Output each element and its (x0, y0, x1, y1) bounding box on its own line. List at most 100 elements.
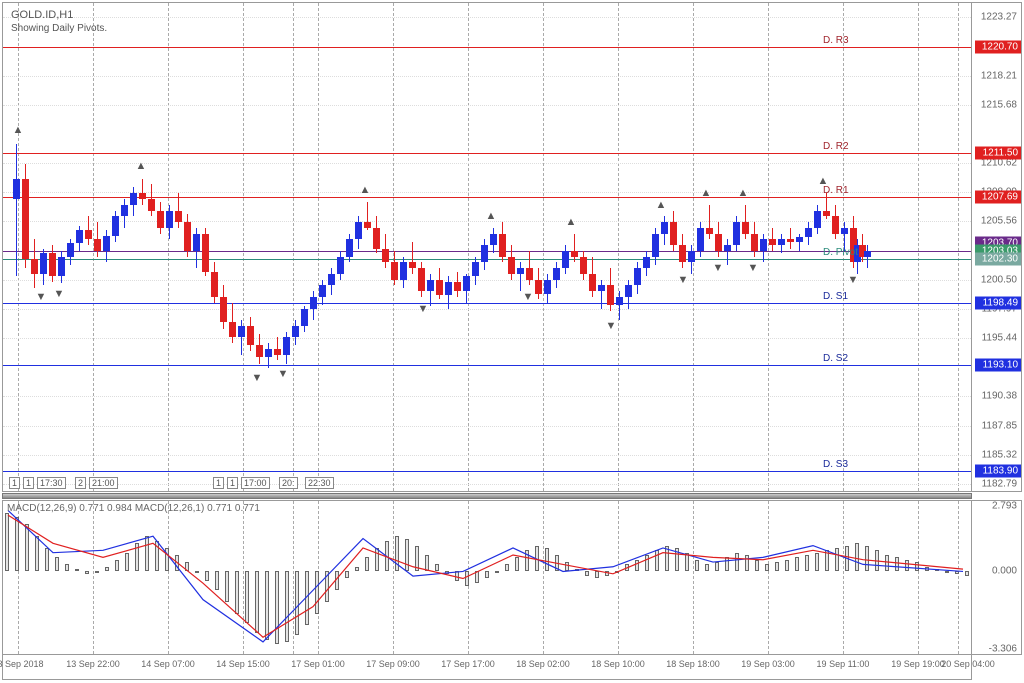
time-marker: 1 (9, 477, 20, 489)
macd-hist-bar (835, 548, 839, 571)
macd-hist-bar (415, 546, 419, 572)
macd-hist-bar (405, 539, 409, 572)
macd-hist-bar (465, 571, 469, 585)
macd-y-tick: 2.793 (992, 500, 1017, 511)
y-axis-main: 1223.271218.211215.681210.621208.091205.… (972, 2, 1022, 492)
grid-line-v (958, 501, 959, 654)
price-label: 1198.49 (975, 296, 1021, 309)
y-axis-macd: 2.7930.000-3.306 (972, 500, 1022, 655)
macd-hist-bar (295, 571, 299, 634)
pivot-label: D. R1 (823, 185, 849, 196)
grid-line-h (3, 105, 971, 106)
macd-hist-bar (905, 560, 909, 572)
grid-line-v (543, 501, 544, 654)
macd-hist-bar (325, 571, 329, 602)
chart-subtitle: Showing Daily Pivots. (11, 23, 107, 34)
macd-hist-bar (785, 560, 789, 572)
macd-hist-bar (615, 571, 619, 573)
macd-hist-bar (425, 555, 429, 571)
macd-hist-bar (215, 571, 219, 590)
time-marker: 17:00 (241, 477, 270, 489)
macd-hist-bar (475, 571, 479, 583)
arrow-down-icon: ▼ (678, 274, 689, 286)
panel-separator[interactable] (2, 493, 972, 499)
time-marker: 1 (227, 477, 238, 489)
macd-y-tick: 0.000 (992, 566, 1017, 577)
macd-hist-bar (575, 569, 579, 571)
macd-hist-bar (735, 553, 739, 572)
pivot-line (3, 153, 971, 154)
macd-hist-bar (775, 562, 779, 571)
arrow-up-icon: ▲ (566, 216, 577, 228)
grid-line-h (3, 455, 971, 456)
pivot-line (3, 47, 971, 48)
x-tick-label: 17 Sep 09:00 (366, 659, 420, 669)
macd-hist-bar (585, 571, 589, 576)
grid-line-v (843, 501, 844, 654)
macd-hist-bar (45, 548, 49, 571)
time-marker: 1 (23, 477, 34, 489)
macd-hist-bar (695, 560, 699, 572)
grid-line-h (3, 309, 971, 310)
x-tick-label: 18 Sep 10:00 (591, 659, 645, 669)
time-marker: 21:00 (89, 477, 118, 489)
x-tick-label: 18 Sep 18:00 (666, 659, 720, 669)
macd-hist-bar (55, 557, 59, 571)
x-tick-label: 19 Sep 11:00 (817, 659, 870, 669)
chart-title: GOLD.ID,H1 (11, 9, 73, 21)
arrow-down-icon: ▼ (523, 291, 534, 303)
grid-line-h (3, 17, 971, 18)
x-tick-label: 19 Sep 03:00 (741, 659, 795, 669)
macd-indicator-chart[interactable]: MACD(12,26,9) 0.771 0.984 MACD(12,26,1) … (2, 500, 972, 655)
price-label: 1220.70 (975, 40, 1021, 53)
macd-hist-bar (675, 548, 679, 571)
macd-hist-bar (925, 567, 929, 572)
macd-hist-bar (725, 557, 729, 571)
price-label: 1183.90 (975, 465, 1021, 478)
macd-hist-bar (595, 571, 599, 578)
macd-hist-bar (945, 571, 949, 573)
macd-hist-bar (125, 553, 129, 572)
macd-hist-bar (315, 571, 319, 613)
macd-hist-bar (665, 546, 669, 572)
price-label: 1211.50 (975, 146, 1021, 159)
macd-hist-bar (385, 541, 389, 572)
y-tick-label: 1200.50 (981, 274, 1017, 285)
macd-hist-bar (745, 555, 749, 571)
macd-hist-bar (705, 564, 709, 571)
macd-hist-bar (625, 564, 629, 571)
macd-lines-svg (3, 501, 973, 656)
macd-hist-bar (15, 517, 19, 571)
arrow-up-icon: ▲ (701, 187, 712, 199)
pivot-line (3, 365, 971, 366)
grid-line-v (168, 501, 169, 654)
price-label: 1193.10 (975, 359, 1021, 372)
macd-hist-bar (375, 548, 379, 571)
main-price-chart[interactable]: GOLD.ID,H1 Showing Daily Pivots. D. R3D.… (2, 2, 972, 492)
grid-line-v (243, 501, 244, 654)
grid-line-h (3, 163, 971, 164)
macd-hist-bar (175, 555, 179, 571)
macd-hist-bar (865, 546, 869, 572)
y-tick-label: 1187.85 (982, 420, 1017, 431)
arrow-down-icon: ▼ (54, 288, 65, 300)
x-tick-label: 14 Sep 07:00 (141, 659, 195, 669)
chart-container: GOLD.ID,H1 Showing Daily Pivots. D. R3D.… (0, 0, 1024, 683)
macd-hist-bar (195, 571, 199, 573)
grid-line-v (693, 501, 694, 654)
macd-hist-bar (35, 536, 39, 571)
macd-hist-bar (915, 562, 919, 571)
macd-hist-bar (755, 560, 759, 572)
arrow-up-icon: ▲ (136, 160, 147, 172)
arrow-down-icon: ▼ (848, 274, 859, 286)
x-axis: 13 Sep 201813 Sep 22:0014 Sep 07:0014 Se… (2, 655, 972, 680)
pivot-label: D. Pivot (823, 247, 858, 258)
x-tick-label: 13 Sep 22:00 (66, 659, 120, 669)
macd-hist-bar (855, 543, 859, 571)
macd-hist-bar (965, 571, 969, 576)
y-tick-label: 1185.32 (982, 449, 1017, 460)
grid-line-h (3, 426, 971, 427)
time-marker: 17:30 (37, 477, 66, 489)
macd-hist-bar (815, 553, 819, 572)
macd-hist-bar (205, 571, 209, 580)
